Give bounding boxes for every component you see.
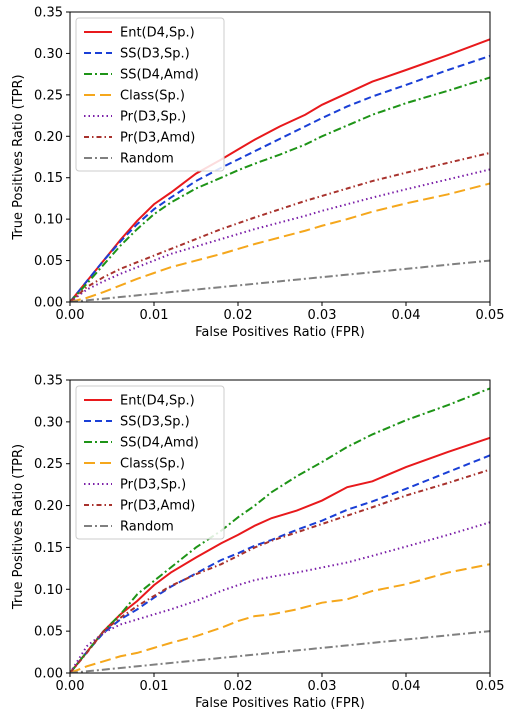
legend-box: [75, 17, 225, 172]
y-tick-label: 0.15: [34, 541, 63, 556]
y-tick-label: 0.00: [34, 296, 63, 311]
series-line-2: [70, 387, 490, 673]
series-line-1: [70, 454, 490, 673]
legend-entry: Random: [120, 520, 174, 535]
x-tick-label: 0.03: [308, 308, 337, 323]
axes-frame: [69, 379, 491, 674]
legend-entry: SS(D4,Amd): [120, 436, 199, 451]
y-tick-label: 0.20: [34, 499, 63, 514]
legend: Ent(D4,Sp.) SS(D3,Sp.) SS(D4,Amd) Class(Sp.…: [75, 17, 225, 172]
legend-entry: SS(D3,Sp.): [120, 47, 190, 62]
series-line-3: [70, 563, 490, 673]
x-tick-label: 0.05: [476, 679, 505, 694]
series-line-6: [70, 630, 490, 673]
legend-entry: Pr(D3,Sp.): [120, 110, 186, 125]
x-tick-label: 0.04: [392, 679, 421, 694]
legend-entry: Pr(D3,Amd): [120, 499, 195, 514]
x-axis-label: False Positives Ratio (FPR): [195, 696, 365, 711]
y-tick-label: 0.10: [34, 213, 63, 228]
x-tick-label: 0.01: [140, 679, 169, 694]
x-axis-label: False Positives Ratio (FPR): [195, 325, 365, 340]
legend: Ent(D4,Sp.) SS(D3,Sp.) SS(D4,Amd) Class(Sp.…: [75, 385, 225, 540]
legend-entry: Class(Sp.): [120, 457, 185, 472]
y-tick-label: 0.35: [34, 374, 63, 389]
chart-bottom: 0.00 0.01 0.02 0.03 0.04 0.05 0.00 0.05 0.10 0.15…: [11, 374, 504, 711]
legend-entry: Random: [120, 152, 174, 167]
y-tick-label: 0.30: [34, 47, 63, 62]
y-tick-label: 0.10: [34, 583, 63, 598]
y-tick-label: 0.15: [34, 171, 63, 186]
x-tick-label: 0.01: [140, 308, 169, 323]
x-tick-label: 0.03: [308, 679, 337, 694]
series-line-1: [70, 54, 490, 302]
y-axis-label: True Positives Ratio (TPR): [11, 74, 26, 240]
legend-entry: Pr(D3,Amd): [120, 131, 195, 146]
legend-box: [75, 385, 225, 540]
series-layer: [70, 387, 490, 673]
y-tick-label: 0.30: [34, 415, 63, 430]
series-layer: [70, 38, 490, 302]
y-axis-label: True Positives Ratio (TPR): [11, 444, 26, 610]
ticks-layer: 0.00 0.01 0.02 0.03 0.04 0.05 0.00 0.05 0.10 0.15…: [34, 374, 504, 695]
x-tick-label: 0.02: [224, 679, 253, 694]
series-line-0: [70, 436, 490, 673]
ticks-layer: 0.00 0.01 0.02 0.03 0.04 0.05 0.00 0.05 0.10 0.15…: [34, 6, 504, 324]
series-line-2: [70, 76, 490, 302]
legend-entry: Class(Sp.): [120, 89, 185, 104]
y-tick-label: 0.05: [34, 625, 63, 640]
y-tick-label: 0.00: [34, 667, 63, 682]
legend-entry: SS(D4,Amd): [120, 68, 199, 83]
axes-frame: [69, 11, 491, 303]
x-tick-label: 0.04: [392, 308, 421, 323]
x-tick-label: 0.05: [476, 308, 505, 323]
legend-entry: Pr(D3,Sp.): [120, 478, 186, 493]
chart-top: 0.00 0.01 0.02 0.03 0.04 0.05 0.00 0.05 0.10 0.15…: [11, 6, 504, 341]
series-line-5: [70, 468, 490, 673]
series-line-3: [70, 182, 490, 302]
y-tick-label: 0.05: [34, 254, 63, 269]
legend-entry: Ent(D4,Sp.): [120, 394, 195, 409]
y-tick-label: 0.25: [34, 88, 63, 103]
series-line-6: [70, 259, 490, 302]
y-tick-label: 0.35: [34, 6, 63, 21]
y-tick-label: 0.20: [34, 130, 63, 145]
series-line-5: [70, 151, 490, 302]
x-tick-label: 0.00: [56, 679, 85, 694]
series-line-0: [70, 38, 490, 302]
y-tick-label: 0.25: [34, 457, 63, 472]
legend-entry: SS(D3,Sp.): [120, 415, 190, 430]
legend-entry: Ent(D4,Sp.): [120, 26, 195, 41]
x-tick-label: 0.00: [56, 308, 85, 323]
series-line-4: [70, 521, 490, 673]
x-tick-label: 0.02: [224, 308, 253, 323]
